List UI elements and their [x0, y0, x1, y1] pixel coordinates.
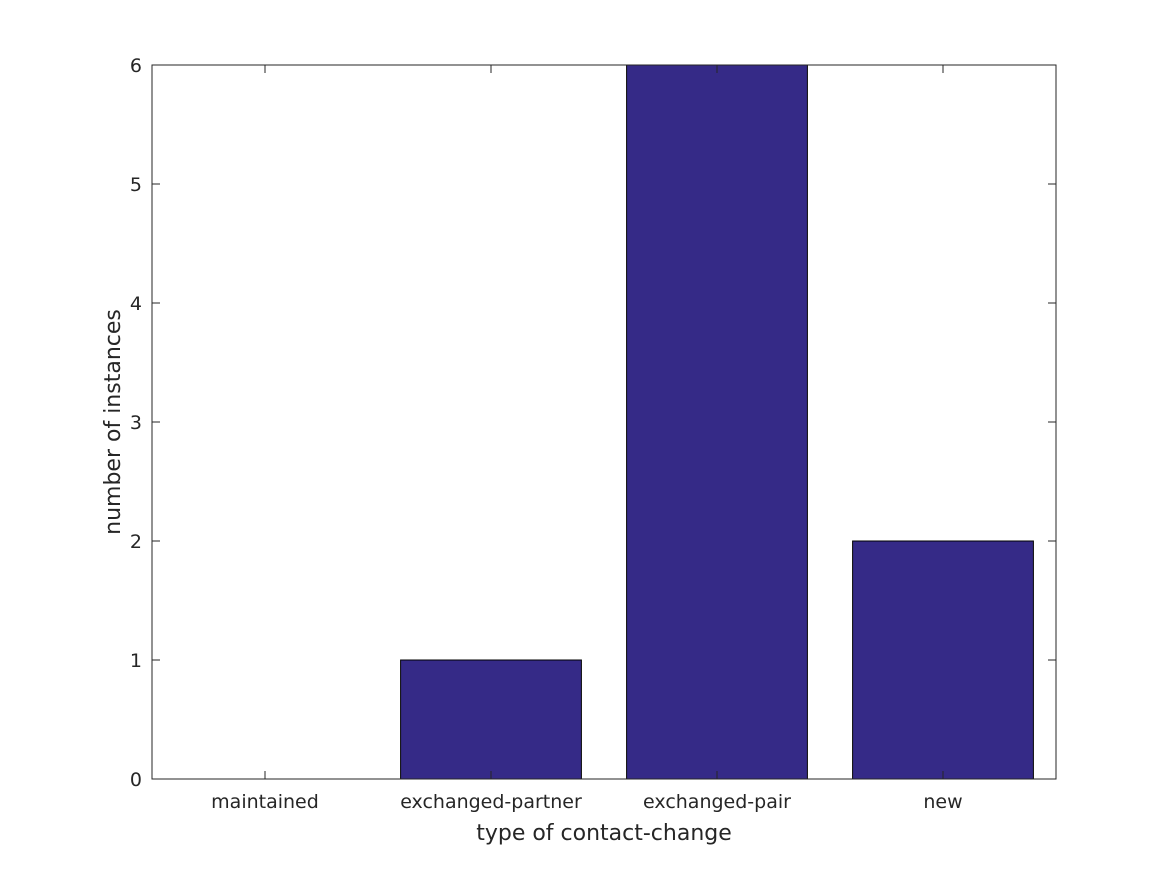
- y-tick-label: 4: [130, 293, 142, 315]
- y-tick-label: 3: [130, 412, 142, 434]
- y-tick-label: 6: [130, 55, 142, 77]
- x-tick-label: new: [923, 791, 962, 813]
- x-tick-label: maintained: [211, 791, 319, 813]
- y-axis-title: number of instances: [101, 309, 126, 535]
- x-axis-ticks: maintained exchanged-partner exchanged-pai…: [211, 65, 963, 813]
- x-axis-title: type of contact-change: [476, 821, 732, 846]
- y-axis-ticks: 0 1 2 3 4 5 6: [130, 55, 1056, 791]
- y-tick-label: 5: [130, 174, 142, 196]
- x-tick-label: exchanged-partner: [400, 791, 582, 813]
- bar-exchanged-partner: [400, 659, 582, 780]
- x-tick-label: exchanged-pair: [643, 791, 791, 813]
- bar-new: [852, 540, 1034, 780]
- bar-exchanged-pair: [626, 64, 808, 780]
- y-tick-label: 0: [130, 769, 142, 791]
- bars-group: [400, 64, 1034, 780]
- y-tick-label: 2: [130, 531, 142, 553]
- y-tick-label: 1: [130, 650, 142, 672]
